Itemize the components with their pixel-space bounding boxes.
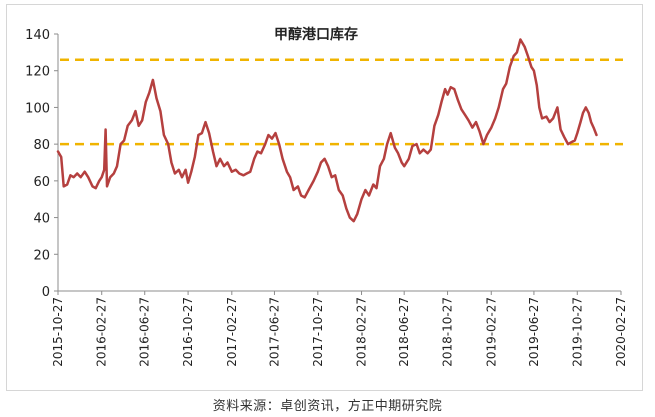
y-axis: 0 20 40 60 80 100 120 140 [25, 28, 59, 300]
y-tick-label: 80 [33, 138, 50, 153]
y-tick-label: 120 [25, 65, 50, 80]
y-tick-label: 140 [25, 28, 50, 43]
x-tick-label: 2017-06-27 [267, 297, 281, 367]
x-tick-label: 2017-10-27 [311, 297, 325, 367]
chart-svg: 甲醇港口库存 0 20 40 60 80 100 120 140 2015-10-27 2016… [25, 26, 628, 367]
x-tick-label: 2019-02-27 [484, 297, 498, 367]
y-tick-label: 60 [33, 175, 50, 190]
x-tick-label: 2015-10-27 [51, 297, 65, 367]
y-tick-label: 40 [33, 212, 50, 227]
source-note: 资料来源：卓创资讯，方正中期研究院 [212, 399, 443, 414]
x-axis: 2015-10-27 2016-02-27 2016-06-27 2016-10-27… [51, 290, 628, 367]
chart-frame: 甲醇港口库存 0 20 40 60 80 100 120 140 2015-10-27 2016… [6, 4, 643, 391]
x-tick-label: 2016-06-27 [138, 297, 152, 367]
x-tick-label: 2018-02-27 [355, 297, 369, 367]
y-tick-label: 100 [25, 101, 50, 116]
x-tick-label: 2016-10-27 [181, 297, 195, 367]
series-group [56, 38, 598, 223]
y-tick-label: 0 [42, 285, 50, 300]
x-tick-label: 2018-06-27 [397, 297, 411, 367]
x-tick-label: 2020-02-27 [614, 297, 628, 367]
series-line [56, 38, 598, 223]
y-tick-label: 20 [33, 248, 50, 263]
x-tick-label: 2019-06-27 [527, 297, 541, 367]
x-tick-label: 2016-02-27 [95, 297, 109, 367]
x-tick-label: 2018-10-27 [441, 297, 455, 367]
x-tick-label: 2019-10-27 [570, 297, 584, 367]
x-tick-label: 2017-02-27 [225, 297, 239, 367]
chart-title: 甲醇港口库存 [274, 26, 358, 43]
